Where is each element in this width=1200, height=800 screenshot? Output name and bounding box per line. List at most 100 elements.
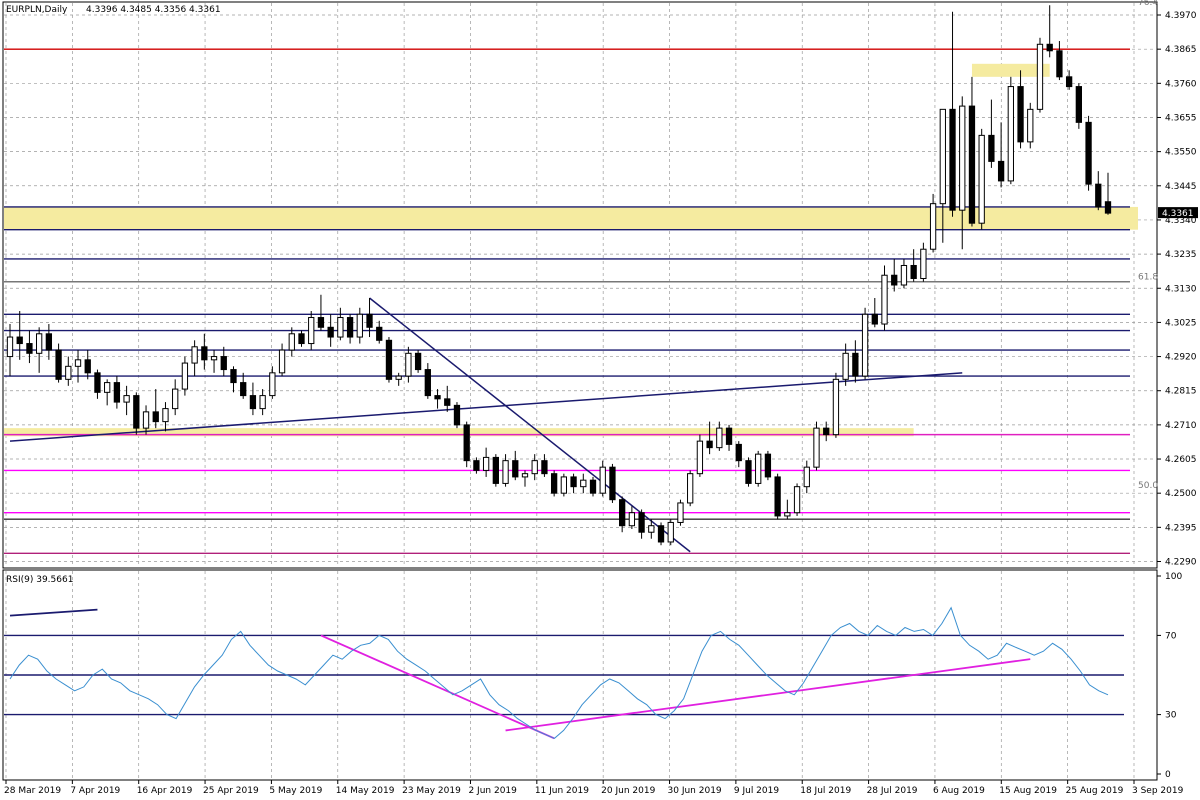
candle-body [298, 333, 305, 345]
candle-body [16, 336, 23, 345]
candle-body [366, 313, 373, 328]
price-tick-label: 4.3340 [1165, 216, 1197, 226]
candle-body [764, 453, 772, 478]
candle-body [784, 512, 791, 517]
candle-body [560, 476, 568, 494]
price-tick-label: 4.3655 [1165, 113, 1197, 123]
x-tick-label: 6 Aug 2019 [933, 786, 985, 796]
candle-body [26, 343, 33, 354]
price-tick-label: 4.2395 [1165, 523, 1197, 533]
candle-body [444, 398, 451, 406]
candle-body [619, 499, 626, 527]
candle-body [832, 378, 840, 436]
candle-body [988, 134, 995, 162]
candle-body [1056, 50, 1063, 78]
x-tick-label: 20 Jun 2019 [601, 786, 655, 796]
candle-body [891, 274, 898, 286]
candle-body [473, 460, 480, 471]
candle-body [1085, 121, 1092, 185]
candle-body [589, 479, 597, 494]
candle-body [152, 411, 159, 423]
candle-body [628, 512, 636, 527]
candle-body [327, 326, 334, 338]
candle-body [288, 333, 295, 351]
candle-body [337, 317, 344, 338]
candle-body [405, 352, 412, 377]
candle-body [939, 108, 946, 205]
price-tick-label: 4.3445 [1165, 182, 1197, 192]
candle-body [269, 372, 276, 397]
price-trendlines [9, 297, 963, 553]
rsi-trendlines [9, 608, 1031, 740]
candle-body [104, 382, 111, 393]
candle-body [871, 313, 878, 325]
x-tick-label: 7 Apr 2019 [70, 786, 120, 796]
candle-body [774, 476, 781, 517]
current-price-bg [1158, 207, 1198, 219]
price-panel-frame [2, 1, 1158, 569]
candle-body [638, 512, 645, 533]
candle-body [920, 248, 927, 279]
candle-body [356, 313, 363, 338]
candle-body [1104, 201, 1112, 214]
price-trendline [9, 372, 963, 442]
candle-body [609, 466, 616, 501]
candle-body [929, 203, 937, 250]
candle-body [113, 382, 121, 403]
x-tick-label: 15 Aug 2019 [999, 786, 1057, 796]
candle-body [755, 453, 762, 484]
candle-body [706, 440, 713, 449]
candle-body [657, 525, 665, 543]
candle-body [842, 352, 849, 380]
candle-body [424, 369, 431, 397]
candle-body [162, 408, 169, 423]
candle-body [94, 372, 101, 393]
price-tick-label: 4.3970 [1165, 11, 1197, 21]
price-candles [6, 5, 1112, 546]
candle-body [1095, 183, 1102, 208]
candle-body [191, 346, 198, 364]
candle-body [580, 479, 587, 488]
candle-body [230, 369, 237, 384]
price-tick-label: 4.2815 [1165, 387, 1197, 397]
x-tick-label: 28 Mar 2019 [4, 786, 61, 796]
x-tick-label: 30 Jun 2019 [668, 786, 722, 796]
candle-body [959, 105, 966, 211]
candle-body [45, 333, 53, 351]
price-zone [971, 63, 1050, 77]
price-tick-label: 4.2500 [1165, 489, 1197, 499]
candle-body [84, 359, 91, 374]
rsi-panel: 100 70 30 0 RSI(9) 39.5661 [2, 569, 1182, 781]
price-tick-label: 4.3235 [1165, 250, 1197, 260]
candle-body [978, 134, 985, 224]
candle-body [803, 466, 810, 488]
current-price-label: 4.3361 [1162, 209, 1194, 219]
candle-body [74, 359, 82, 367]
rsi-y-axis: 100 70 30 0 [1157, 572, 1182, 780]
candle-body [648, 525, 655, 533]
rsi-trendline [505, 658, 1031, 732]
price-panel: 4.3970 4.3865 4.3760 4.3655 4.3550 4.3445 4.33… [2, 0, 1198, 569]
candle-body [55, 349, 62, 380]
fib-level-label: 61.8 [1138, 273, 1158, 283]
price-tick-label: 4.2710 [1165, 421, 1197, 431]
candle-body [220, 356, 227, 371]
rsi-levels [4, 634, 1124, 716]
x-tick-label: 14 May 2019 [336, 786, 395, 796]
candle-body [1065, 76, 1073, 88]
candle-body [949, 108, 956, 211]
candle-body [482, 456, 490, 471]
current-price-tag: 4.3361 [1158, 207, 1198, 219]
price-tick-label: 4.3760 [1165, 79, 1197, 89]
x-tick-label: 5 May 2019 [269, 786, 322, 796]
price-tick-label: 4.2605 [1165, 455, 1197, 465]
chart-title: EURPLN,Daily [6, 5, 68, 15]
candle-body [36, 333, 43, 354]
candle-body [210, 356, 218, 361]
x-tick-label: 3 Sep 2019 [1132, 786, 1184, 796]
candle-body [395, 375, 402, 380]
candle-body [123, 395, 130, 403]
candle-body [1017, 86, 1024, 143]
candle-body [861, 313, 869, 377]
